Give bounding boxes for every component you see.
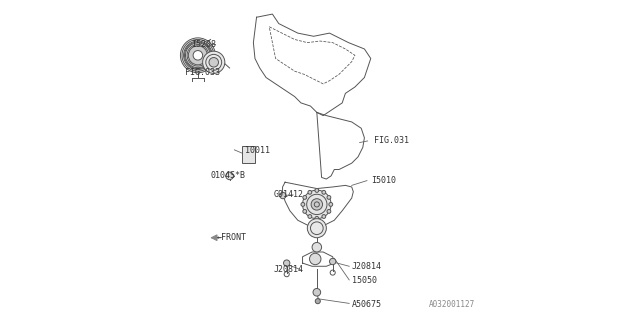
Circle shape (315, 216, 319, 220)
Circle shape (322, 215, 326, 219)
Circle shape (308, 190, 312, 194)
Circle shape (330, 258, 336, 265)
Text: G91412: G91412 (274, 190, 304, 199)
Circle shape (307, 219, 326, 238)
Text: 15050: 15050 (352, 276, 377, 285)
Text: J20814: J20814 (352, 262, 381, 271)
Text: J20814: J20814 (274, 265, 304, 274)
Circle shape (193, 51, 203, 60)
Text: ←FRONT: ←FRONT (217, 233, 247, 242)
Circle shape (180, 38, 215, 73)
Circle shape (312, 243, 321, 252)
Text: FIG.033: FIG.033 (185, 68, 220, 77)
Circle shape (226, 172, 234, 180)
Circle shape (308, 215, 312, 219)
Text: A032001127: A032001127 (429, 300, 476, 309)
Circle shape (315, 188, 319, 192)
Circle shape (209, 58, 218, 67)
Circle shape (303, 196, 307, 199)
Circle shape (303, 210, 307, 213)
Circle shape (313, 288, 321, 296)
Text: I5208: I5208 (191, 40, 216, 49)
Text: A50675: A50675 (352, 300, 381, 309)
Circle shape (329, 203, 333, 206)
Circle shape (327, 210, 331, 213)
Text: 10011: 10011 (246, 146, 271, 155)
Circle shape (316, 299, 320, 304)
Circle shape (327, 196, 331, 199)
Circle shape (203, 51, 225, 73)
Text: I5010: I5010 (371, 176, 396, 185)
Circle shape (284, 260, 290, 266)
Circle shape (301, 203, 305, 206)
Circle shape (310, 253, 321, 265)
Circle shape (188, 46, 207, 65)
Text: 0104S*B: 0104S*B (211, 172, 246, 180)
Circle shape (311, 199, 323, 210)
Text: FIG.031: FIG.031 (374, 136, 409, 146)
Bar (243, 146, 255, 163)
Circle shape (303, 190, 331, 219)
Circle shape (322, 190, 326, 194)
Circle shape (280, 192, 286, 199)
